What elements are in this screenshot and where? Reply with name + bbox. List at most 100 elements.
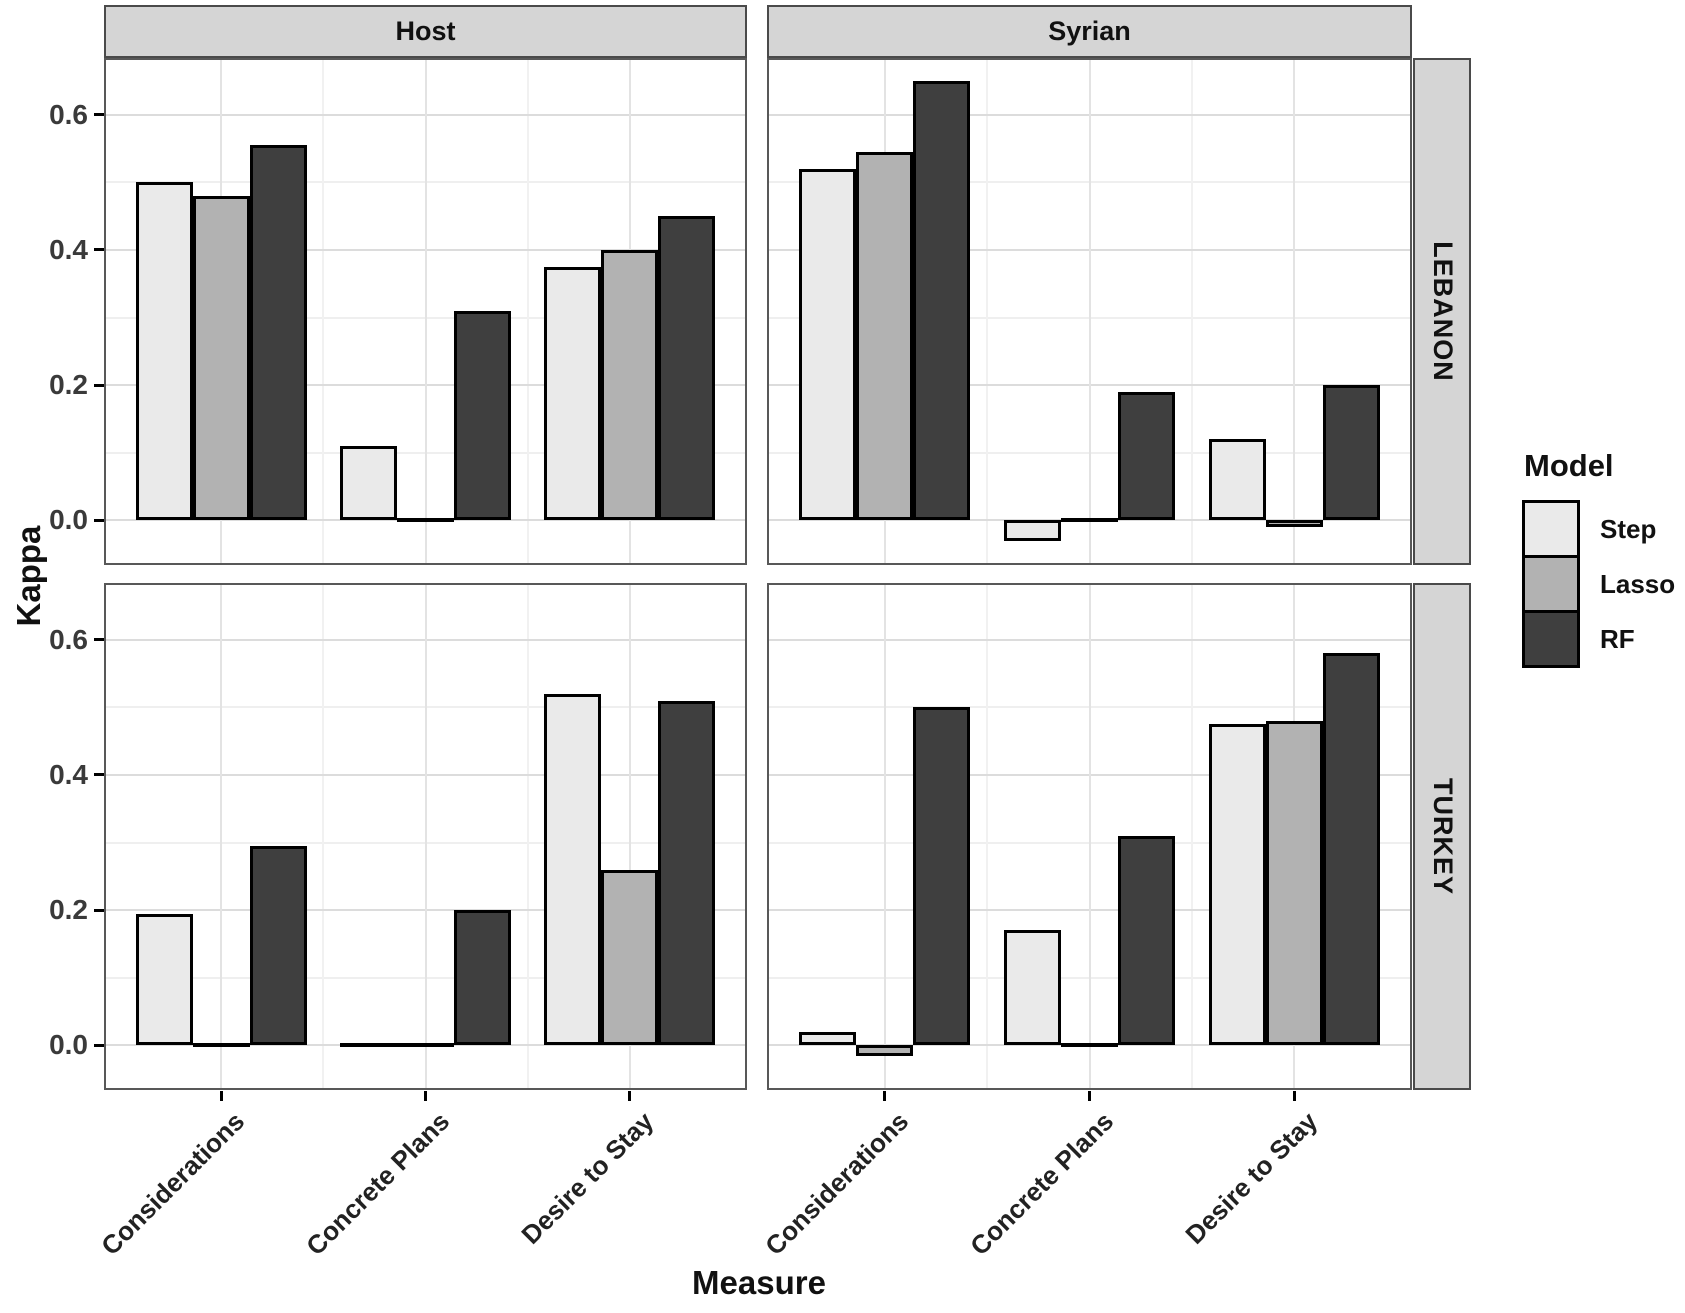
bar-rf: [1118, 835, 1175, 1046]
minor-gridline: [322, 60, 325, 563]
panel-turkey-host: [104, 583, 747, 1090]
bar-rf: [249, 845, 307, 1046]
legend: Model Step Lasso RF: [1522, 448, 1675, 668]
x-tick-label-desire-to-stay: Desire to Stay: [1179, 1106, 1324, 1250]
major-gridline: [424, 60, 427, 563]
bar-rf: [454, 910, 511, 1046]
facet-strip-syrian: Syrian: [767, 5, 1412, 58]
bar-lasso: [1265, 720, 1323, 1046]
x-tick-mark: [219, 1091, 223, 1101]
y-tick-label: 0.6: [49, 99, 88, 130]
y-tick-mark: [94, 383, 104, 387]
x-axis-title: Measure: [692, 1264, 826, 1301]
bar-step: [799, 1031, 857, 1046]
major-gridline: [220, 585, 223, 1088]
bar-lasso: [856, 1045, 914, 1056]
bar-rf: [249, 145, 307, 521]
bar-step: [340, 446, 397, 521]
bar-step: [544, 266, 602, 521]
y-tick-mark: [94, 518, 104, 522]
x-tick-label-considerations: Considerations: [95, 1106, 251, 1262]
x-tick-mark: [628, 1091, 632, 1101]
legend-key-rf-swatch: [1522, 610, 1580, 668]
minor-gridline: [526, 60, 529, 563]
x-tick-mark: [1292, 1091, 1296, 1101]
bar-step: [799, 168, 857, 521]
y-tick-mark: [94, 1043, 104, 1047]
bar-step: [135, 913, 193, 1046]
major-gridline: [1088, 585, 1091, 1088]
bar-rf: [658, 700, 716, 1046]
bar-lasso: [856, 151, 914, 521]
y-tick-label: 0.0: [49, 504, 88, 535]
legend-title: Model: [1524, 448, 1614, 483]
legend-entry-step: Step: [1522, 500, 1675, 558]
legend-label-rf: RF: [1600, 623, 1635, 654]
y-tick-label: 0.4: [49, 234, 88, 265]
minor-gridline: [986, 585, 989, 1088]
y-tick-label: 0.0: [49, 1029, 88, 1060]
bar-step: [1208, 724, 1266, 1046]
bar-lasso-zero: [192, 1043, 250, 1048]
facet-strip-host: Host: [104, 5, 747, 58]
legend-label-lasso: Lasso: [1600, 568, 1676, 599]
major-gridline: [1088, 60, 1091, 563]
bar-step: [544, 693, 602, 1046]
bar-rf: [913, 707, 971, 1046]
bar-lasso: [601, 249, 659, 521]
bar-lasso: [1265, 520, 1323, 528]
minor-gridline: [986, 60, 989, 563]
bar-lasso: [601, 869, 659, 1046]
y-tick-label: 0.2: [49, 894, 88, 925]
bar-step: [1004, 520, 1061, 541]
panel-lebanon-host: [104, 58, 747, 565]
facet-strip-turkey-label: TURKEY: [1427, 777, 1458, 896]
panel-turkey-syrian: [767, 583, 1412, 1090]
x-tick-mark: [424, 1091, 427, 1101]
y-axis-title: Kappa: [10, 525, 47, 627]
bar-rf: [1118, 391, 1175, 521]
bar-rf: [454, 310, 511, 521]
major-gridline: [1293, 60, 1296, 563]
y-tick-mark: [94, 638, 104, 642]
legend-key-step-swatch: [1522, 500, 1580, 558]
x-tick-mark: [883, 1091, 887, 1101]
y-tick-label: 0.4: [49, 759, 88, 790]
bar-lasso-zero: [397, 1043, 454, 1048]
bar-rf: [1322, 653, 1380, 1046]
y-tick-label: 0.6: [49, 624, 88, 655]
facet-strip-host-label: Host: [395, 16, 456, 46]
bar-step-zero: [340, 1043, 397, 1048]
bar-rf: [913, 80, 971, 521]
bar-lasso: [192, 195, 250, 521]
facet-strip-lebanon: LEBANON: [1413, 58, 1471, 565]
y-tick-mark: [94, 773, 104, 777]
facet-strip-turkey: TURKEY: [1413, 583, 1471, 1090]
legend-entry-rf: RF: [1522, 610, 1675, 668]
major-gridline: [628, 585, 631, 1088]
legend-key-lasso-swatch: [1522, 555, 1580, 613]
legend-entry-lasso: Lasso: [1522, 555, 1675, 613]
major-gridline: [424, 585, 427, 1088]
minor-gridline: [526, 585, 529, 1088]
y-tick-mark: [94, 248, 104, 252]
bar-step: [1004, 930, 1061, 1046]
bar-lasso-zero: [1061, 1043, 1118, 1048]
bar-rf: [658, 216, 716, 521]
x-tick-label-concrete-plans: Concrete Plans: [300, 1106, 456, 1262]
bar-lasso-zero: [1061, 518, 1118, 523]
y-tick-mark: [94, 908, 104, 912]
minor-gridline: [1190, 60, 1193, 563]
y-tick-mark: [94, 113, 104, 117]
bar-rf: [1322, 385, 1380, 521]
legend-label-step: Step: [1600, 513, 1657, 544]
minor-gridline: [1190, 585, 1193, 1088]
major-gridline: [883, 585, 886, 1088]
bar-step: [135, 182, 193, 521]
facet-strip-syrian-label: Syrian: [1048, 16, 1131, 46]
bar-lasso-zero: [397, 518, 454, 523]
facet-strip-lebanon-label: LEBANON: [1427, 241, 1458, 382]
x-tick-mark: [1088, 1091, 1091, 1101]
panel-lebanon-syrian: [767, 58, 1412, 565]
